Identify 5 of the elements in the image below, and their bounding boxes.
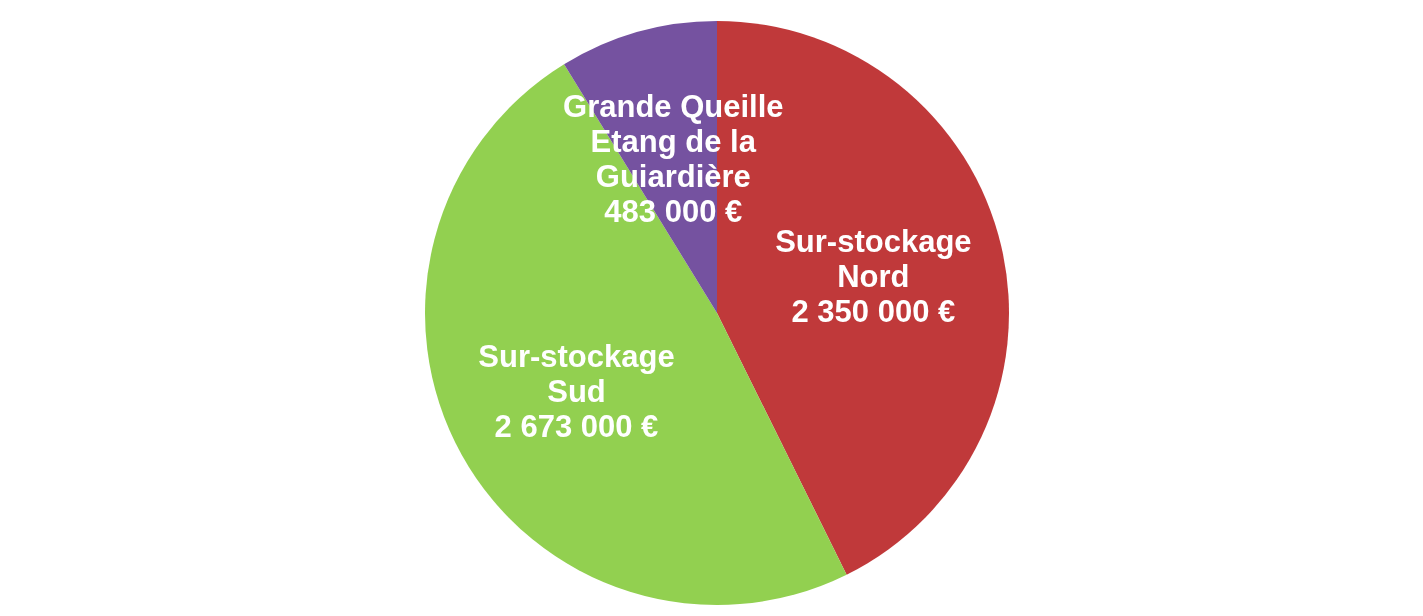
data-label: 2 350 000 €	[791, 293, 956, 329]
data-label: 2 673 000 €	[494, 408, 659, 444]
data-label: 483 000 €	[604, 193, 743, 229]
slice-label: Sur-stockage Sud	[478, 338, 675, 409]
slice-label: Sur-stockage Nord	[775, 223, 972, 294]
